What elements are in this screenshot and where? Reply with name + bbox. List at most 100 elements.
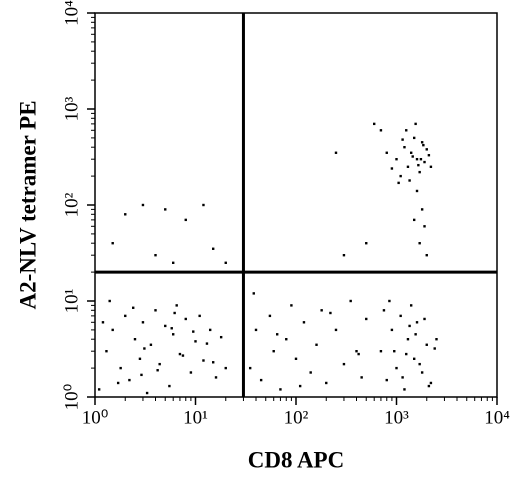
point <box>329 311 332 315</box>
point <box>405 129 408 132</box>
point <box>149 343 153 346</box>
point <box>342 362 346 366</box>
point <box>254 328 258 332</box>
point <box>219 335 223 339</box>
point <box>290 304 293 307</box>
point <box>259 378 263 382</box>
point <box>419 157 423 161</box>
point <box>360 376 363 379</box>
point <box>409 304 413 307</box>
point <box>224 261 227 264</box>
point <box>211 361 215 364</box>
y-tick-label: 10⁴ <box>61 0 82 26</box>
point <box>412 218 416 222</box>
point <box>429 381 433 385</box>
point <box>214 376 218 379</box>
point <box>418 170 421 174</box>
point <box>403 146 406 149</box>
point <box>390 167 394 170</box>
point <box>175 304 178 307</box>
x-tick-label: 10³ <box>384 407 409 428</box>
point <box>116 381 120 385</box>
point <box>252 292 255 295</box>
point <box>170 327 173 330</box>
point <box>192 330 195 333</box>
point <box>205 342 209 345</box>
point <box>397 181 400 185</box>
point <box>105 349 108 353</box>
point <box>202 203 205 207</box>
x-axis-title: CD8 APC <box>248 447 344 472</box>
point <box>275 333 279 336</box>
point <box>285 338 288 341</box>
point <box>382 309 386 312</box>
point <box>418 362 421 366</box>
point <box>385 151 388 154</box>
point <box>405 352 408 356</box>
x-tick-label: 10⁰ <box>82 407 109 428</box>
point <box>411 155 414 158</box>
point <box>154 253 157 257</box>
point <box>202 359 205 362</box>
point <box>342 253 346 257</box>
point <box>415 321 419 324</box>
point <box>414 333 417 336</box>
point <box>141 203 145 207</box>
point <box>433 347 436 350</box>
point <box>334 328 338 332</box>
point <box>408 324 411 328</box>
point <box>97 388 101 391</box>
point <box>401 138 404 141</box>
point <box>423 225 426 228</box>
x-tick-label: 10¹ <box>183 407 208 428</box>
point <box>390 328 394 332</box>
point <box>408 179 411 182</box>
point <box>379 129 383 132</box>
y-tick-label: 10³ <box>61 96 82 121</box>
point <box>156 369 159 372</box>
point <box>425 148 428 151</box>
point <box>138 357 142 360</box>
y-tick-label: 10² <box>61 192 82 217</box>
point <box>224 366 227 370</box>
point <box>124 314 127 318</box>
point <box>414 122 417 126</box>
point <box>365 242 368 245</box>
point <box>395 157 398 161</box>
y-axis-title: A2-NLV tetramer PE <box>15 100 40 309</box>
point <box>417 163 420 167</box>
point <box>132 306 135 309</box>
point <box>401 376 404 379</box>
point <box>412 136 416 140</box>
point <box>279 388 282 391</box>
point <box>325 381 328 385</box>
point <box>415 157 419 161</box>
point <box>194 340 197 343</box>
point <box>173 311 176 315</box>
point <box>409 151 413 154</box>
point <box>395 366 398 370</box>
point <box>365 317 368 321</box>
point <box>355 349 358 353</box>
point <box>425 343 428 346</box>
point <box>406 165 410 168</box>
point <box>164 324 167 328</box>
point <box>268 314 272 318</box>
point <box>184 218 187 222</box>
point <box>349 299 352 303</box>
point <box>302 321 306 324</box>
point <box>172 261 175 264</box>
point <box>198 314 201 318</box>
point <box>399 314 402 318</box>
point <box>164 208 167 211</box>
point <box>315 343 318 346</box>
point <box>435 338 438 341</box>
point <box>124 213 127 216</box>
point <box>211 247 215 250</box>
point <box>357 352 360 356</box>
y-tick-label: 10⁰ <box>61 384 82 411</box>
point <box>403 388 406 391</box>
point <box>294 357 298 360</box>
point <box>393 349 396 353</box>
point <box>427 154 431 157</box>
